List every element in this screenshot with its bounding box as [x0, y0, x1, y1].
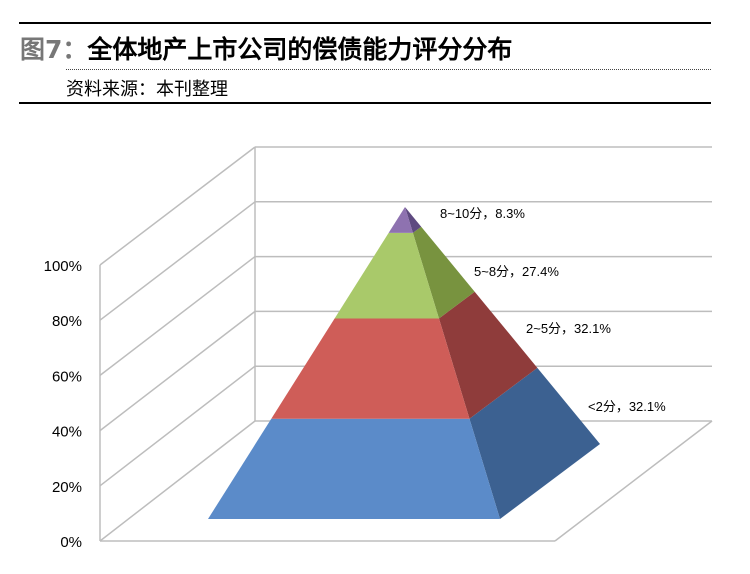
y-tick-label: 80%	[52, 313, 82, 330]
pyramid-side-3	[405, 207, 422, 233]
y-tick-label: 100%	[44, 258, 82, 275]
floor-right-edge	[554, 420, 713, 542]
data-label: 2~5分，32.1%	[526, 321, 611, 336]
pyramid-layer-2	[334, 232, 439, 319]
pyramid-layer-0	[208, 418, 500, 519]
data-label: <2分，32.1%	[588, 399, 666, 414]
title-text: 全体地产上市公司的偿债能力评分分布	[87, 35, 513, 64]
y-tick-label: 0%	[60, 534, 82, 551]
gridline-side	[99, 365, 256, 487]
pyramid-layer-3	[388, 207, 413, 233]
bottom-rule	[19, 102, 711, 104]
pyramid-layer-1	[271, 318, 470, 419]
y-tick-label: 20%	[52, 479, 82, 496]
gridline-side	[99, 420, 256, 542]
chart-title: 图7：全体地产上市公司的偿债能力评分分布	[20, 30, 512, 66]
pyramid-side-1	[438, 291, 538, 419]
source-note: 资料来源：本刊整理	[66, 79, 228, 100]
y-tick-label: 60%	[52, 368, 82, 385]
data-label: 8~10分，8.3%	[440, 206, 525, 221]
gridline-side	[99, 310, 256, 432]
gridline-side	[99, 146, 256, 266]
top-rule	[19, 22, 711, 24]
data-label: 5~8分，27.4%	[474, 264, 559, 279]
gridline-side	[99, 256, 256, 376]
figure-label: 图7：	[20, 35, 88, 64]
pyramid-side-2	[412, 226, 475, 319]
y-tick-label: 40%	[52, 424, 82, 441]
pyramid-side-0	[469, 367, 600, 519]
dotted-divider	[66, 69, 711, 70]
gridline-side	[99, 201, 256, 321]
